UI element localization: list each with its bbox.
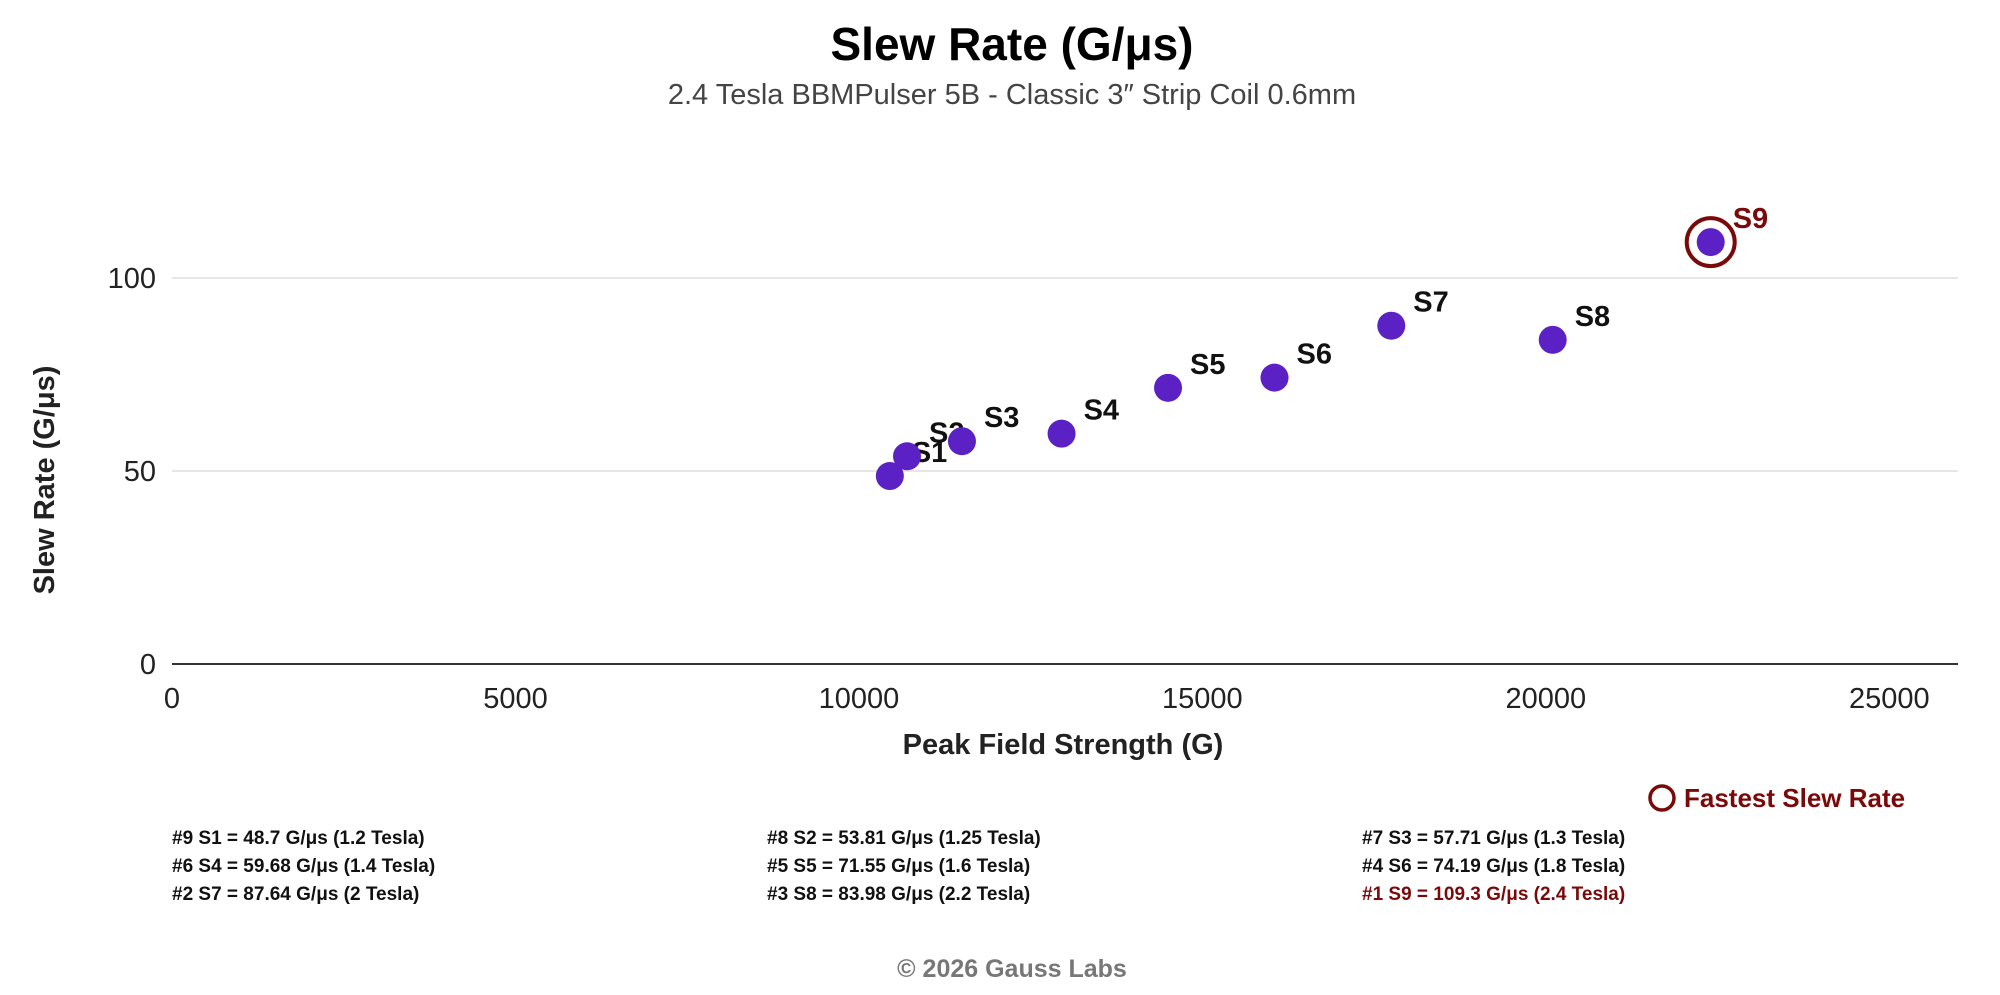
y-axis-ticks: 0 50 100: [108, 263, 156, 681]
x-tick-label: 15000: [1162, 683, 1243, 715]
summary-entry: #2 S7 = 87.64 G/μs (2 Tesla): [172, 884, 419, 905]
data-point: [1696, 228, 1725, 257]
highlight-ring: [1684, 216, 1737, 269]
data-point: [875, 462, 904, 491]
data-point: [1154, 373, 1183, 402]
x-tick-label: 5000: [483, 683, 548, 715]
summary-entry: #1 S9 = 109.3 G/μs (2.4 Tesla): [1362, 884, 1625, 905]
point-label: S5: [1190, 349, 1225, 381]
chart-subtitle: 2.4 Tesla BBMPulser 5B - Classic 3″ Stri…: [668, 79, 1356, 111]
data-point: [947, 427, 976, 456]
footer-copyright: © 2026 Gauss Labs: [897, 955, 1127, 983]
chart-title: Slew Rate (G/μs): [830, 18, 1193, 70]
legend-ring-icon: [1648, 784, 1676, 812]
y-tick-label: 50: [124, 456, 156, 488]
data-point: [1047, 419, 1076, 448]
summary-entry: #3 S8 = 83.98 G/μs (2.2 Tesla): [767, 884, 1030, 905]
gridlines: [172, 277, 1958, 472]
y-axis-title: Slew Rate (G/μs): [29, 366, 61, 595]
summary-entry: #4 S6 = 74.19 G/μs (1.8 Tesla): [1362, 856, 1625, 877]
legend-label: Fastest Slew Rate: [1684, 783, 1905, 813]
summary-entry: #5 S5 = 71.55 G/μs (1.6 Tesla): [767, 856, 1030, 877]
summary-entry: #6 S4 = 59.68 G/μs (1.4 Tesla): [172, 856, 435, 877]
x-axis-title: Peak Field Strength (G): [903, 729, 1224, 761]
data-point: [1538, 325, 1567, 354]
data-point: [1377, 311, 1406, 340]
summary-entry: #7 S3 = 57.71 G/μs (1.3 Tesla): [1362, 828, 1625, 849]
x-tick-label: 25000: [1849, 683, 1930, 715]
x-tick-label: 10000: [819, 683, 900, 715]
legend: Fastest Slew Rate: [1648, 783, 1905, 813]
point-label: S4: [1084, 395, 1119, 427]
y-tick-label: 0: [140, 649, 156, 681]
data-point: [1260, 363, 1289, 392]
point-label: S9: [1733, 203, 1768, 235]
y-tick-label: 100: [108, 263, 156, 295]
x-tick-label: 20000: [1506, 683, 1587, 715]
x-axis-ticks: 0 5000 10000 15000 20000 25000: [164, 683, 1930, 715]
point-label: S8: [1575, 301, 1610, 333]
summary-table: #9 S1 = 48.7 G/μs (1.2 Tesla) #8 S2 = 53.…: [172, 828, 1625, 905]
point-label: S6: [1297, 339, 1332, 371]
point-label: S7: [1413, 287, 1448, 319]
x-tick-label: 0: [164, 683, 180, 715]
summary-entry: #9 S1 = 48.7 G/μs (1.2 Tesla): [172, 828, 425, 849]
summary-entry: #8 S2 = 53.81 G/μs (1.25 Tesla): [767, 828, 1041, 849]
point-label: S3: [984, 402, 1019, 434]
data-point: [893, 442, 922, 471]
